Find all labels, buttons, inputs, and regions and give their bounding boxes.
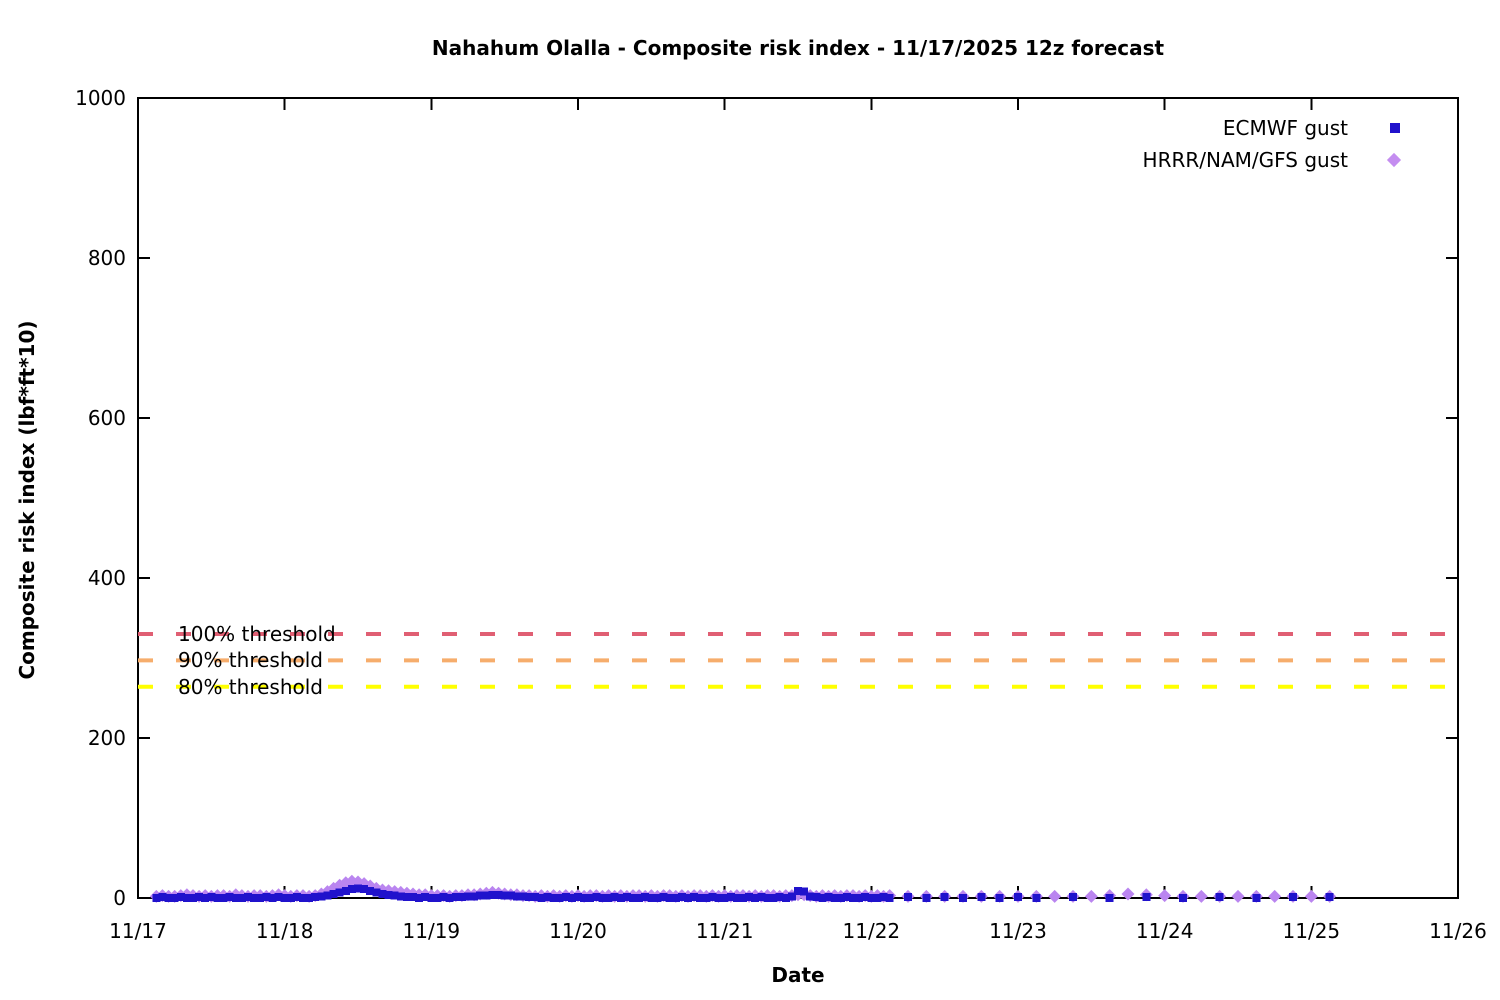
x-tick-label: 11/26	[1429, 919, 1487, 943]
series-ecmwf-gust-markers	[152, 884, 1334, 902]
y-axis-title: Composite risk index (lbf*ft*10)	[15, 320, 39, 680]
y-tick-label: 200	[88, 726, 126, 750]
x-tick-label: 11/17	[109, 919, 167, 943]
threshold-label-100: 100% threshold	[178, 622, 336, 646]
threshold-label-80: 80% threshold	[178, 675, 323, 699]
x-tick-label: 11/24	[1136, 919, 1194, 943]
x-tick-label: 11/23	[989, 919, 1047, 943]
legend-label-hrrr-nam-gfs: HRRR/NAM/GFS gust	[1142, 148, 1348, 172]
x-tick-labels: 11/17 11/18 11/19 11/20 11/21 11/22 11/23 11/24…	[109, 919, 1487, 943]
legend-label-ecmwf: ECMWF gust	[1222, 116, 1348, 140]
x-axis-title: Date	[771, 963, 825, 987]
x-tick-label: 11/21	[696, 919, 754, 943]
x-tick-label: 11/19	[403, 919, 461, 943]
x-tick-label: 11/25	[1283, 919, 1341, 943]
axis-ticks	[137, 97, 1459, 899]
chart-title: Nahahum Olalla - Composite risk index - …	[431, 36, 1165, 60]
y-tick-label: 600	[88, 406, 126, 430]
plot-border	[137, 97, 1459, 899]
legend-marker-ecmwf-square-icon	[1390, 123, 1400, 133]
x-tick-label: 11/18	[256, 919, 314, 943]
y-tick-label: 0	[113, 886, 126, 910]
x-tick-label: 11/20	[549, 919, 607, 943]
y-tick-labels: 0 200 400 600 800 1000	[75, 86, 126, 910]
y-tick-label: 800	[88, 246, 126, 270]
threshold-label-90: 90% threshold	[178, 648, 323, 672]
y-tick-label: 400	[88, 566, 126, 590]
x-tick-label: 11/22	[843, 919, 901, 943]
y-tick-label: 1000	[75, 86, 126, 110]
